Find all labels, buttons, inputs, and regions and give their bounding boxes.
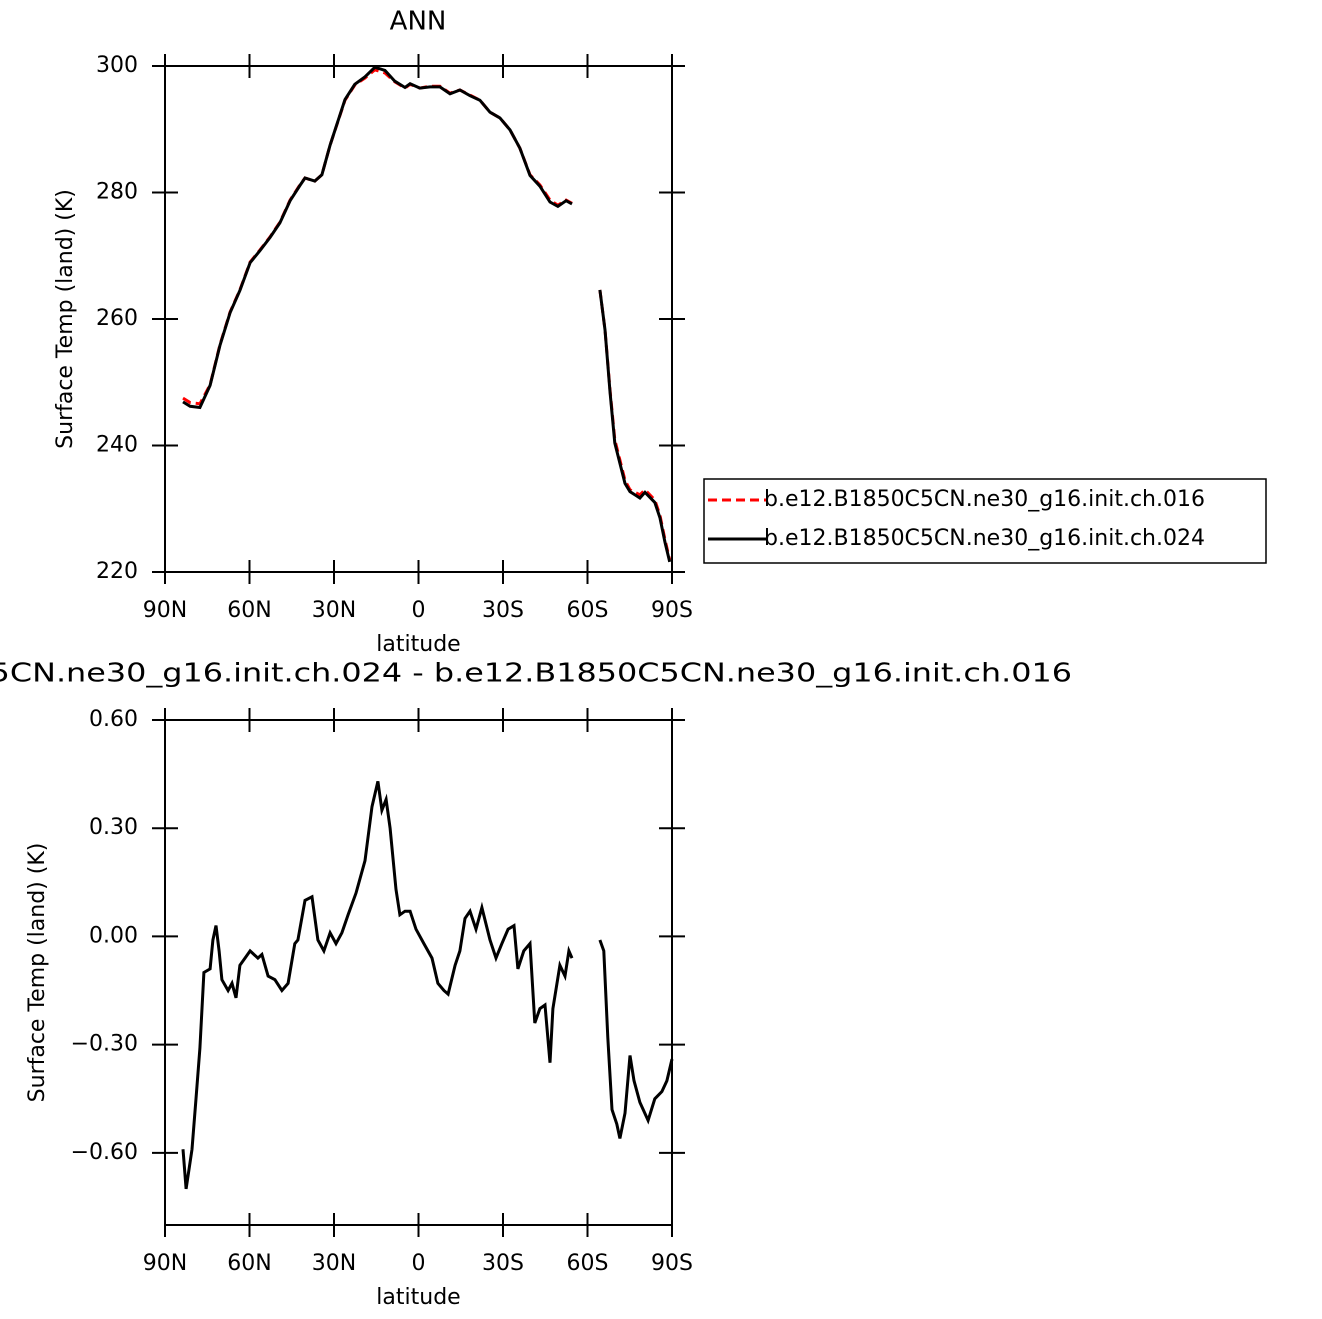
legend-box	[703, 478, 1267, 564]
data-line	[182, 68, 672, 561]
y-tick-label: 280	[96, 180, 138, 205]
y-tick-label: 0.00	[89, 923, 138, 948]
x-tick-label: 30N	[312, 598, 356, 623]
x-tick-label: 90S	[651, 1251, 693, 1276]
x-tick-label: 0	[412, 1251, 426, 1276]
y-tick-label: 260	[96, 306, 138, 331]
x-tick-label: 30N	[312, 1251, 356, 1276]
x-tick-label: 60N	[227, 598, 271, 623]
y-tick-label: 240	[96, 433, 138, 458]
chart-title: b.e12.B1850C5CN.ne30_g16.init.ch.024 - b…	[0, 659, 1072, 689]
x-tick-label: 30S	[482, 1251, 524, 1276]
legend-label: b.e12.B1850C5CN.ne30_g16.init.ch.016	[764, 487, 1205, 512]
x-axis-label: latitude	[376, 1285, 460, 1310]
y-tick-label: 300	[96, 53, 138, 78]
x-tick-label: 60S	[567, 598, 609, 623]
x-tick-label: 60S	[567, 1251, 609, 1276]
legend-label: b.e12.B1850C5CN.ne30_g16.init.ch.024	[764, 526, 1205, 551]
data-line	[182, 65, 672, 563]
y-tick-label: −0.30	[71, 1032, 138, 1057]
x-tick-label: 90N	[143, 598, 187, 623]
plot-frame	[164, 719, 673, 1226]
x-tick-label: 90N	[143, 1251, 187, 1276]
x-tick-label: 0	[412, 598, 426, 623]
y-axis-label: Surface Temp (land) (K)	[25, 843, 50, 1103]
y-tick-label: 220	[96, 559, 138, 584]
x-axis-label: latitude	[376, 632, 460, 657]
y-tick-label: 0.60	[89, 707, 138, 732]
plot-frame	[164, 65, 673, 573]
data-line	[181, 780, 674, 1190]
x-tick-label: 60N	[227, 1251, 271, 1276]
y-tick-label: −0.60	[71, 1140, 138, 1165]
x-tick-label: 90S	[651, 598, 693, 623]
chart-title: ANN	[390, 7, 447, 37]
x-tick-label: 30S	[482, 598, 524, 623]
y-tick-label: 0.30	[89, 815, 138, 840]
y-axis-label: Surface Temp (land) (K)	[53, 189, 78, 449]
